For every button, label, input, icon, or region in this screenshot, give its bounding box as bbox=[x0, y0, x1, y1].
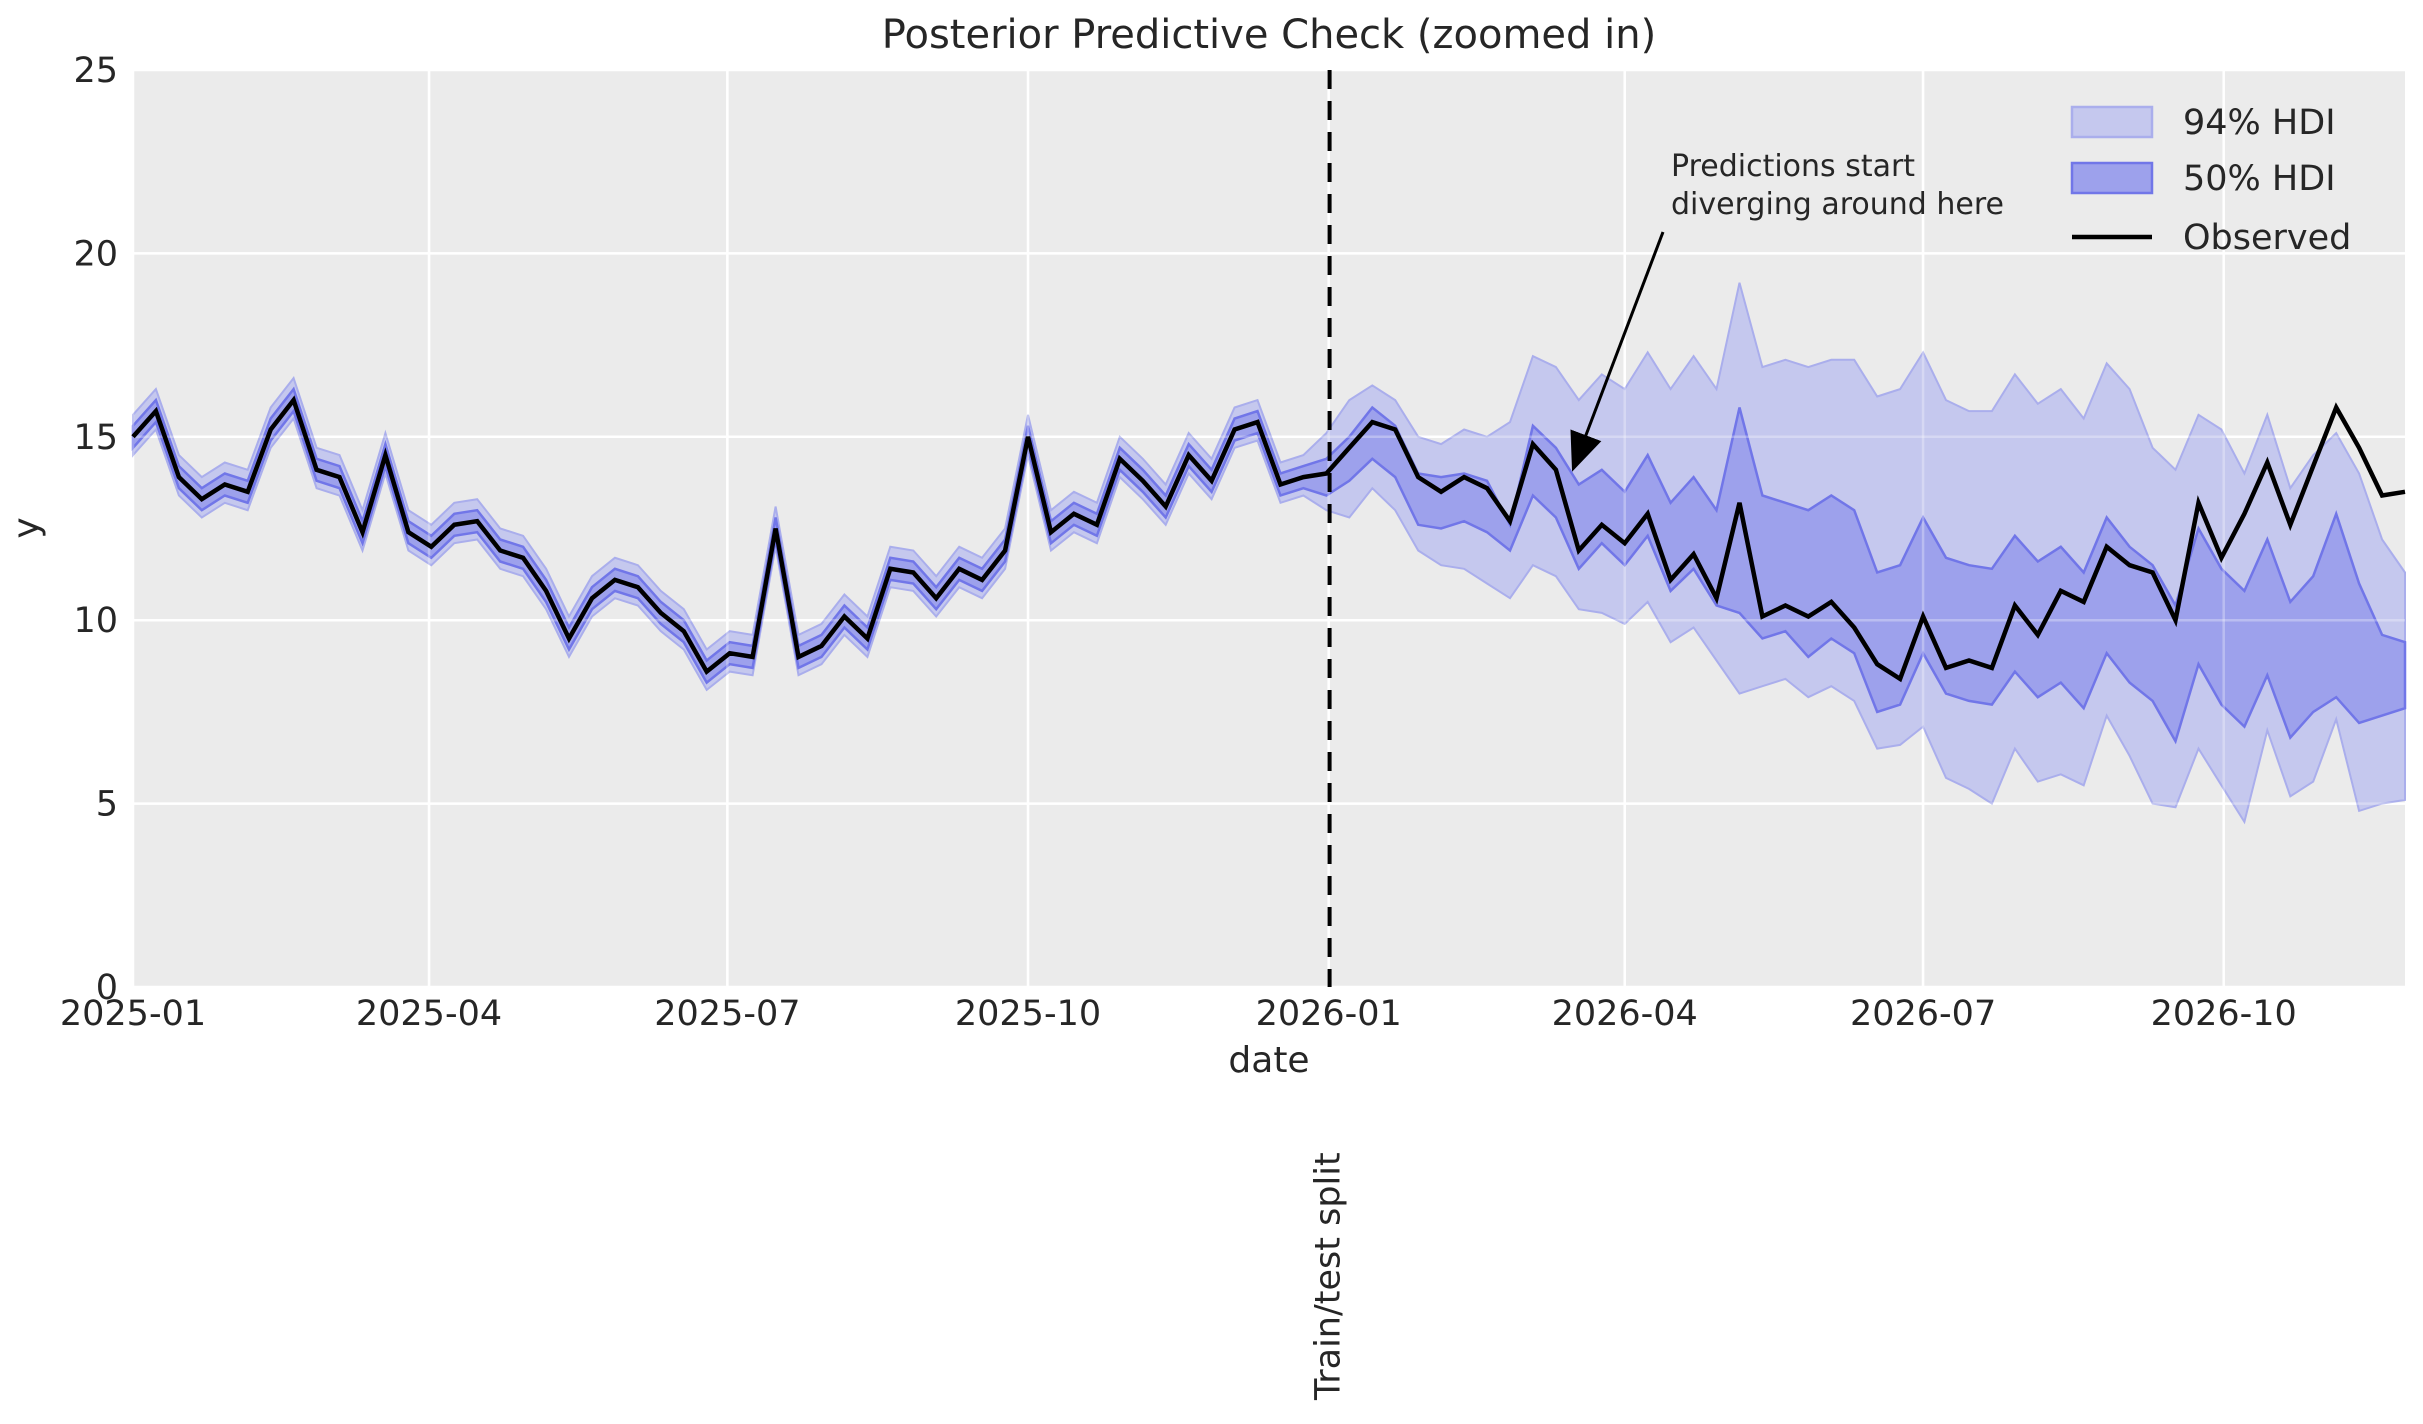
y-tick-label: 20 bbox=[73, 234, 118, 274]
x-tick-label: 2025-01 bbox=[60, 994, 206, 1034]
observed-line bbox=[131, 395, 2406, 683]
y-tick-label: 0 bbox=[96, 968, 118, 1008]
x-tick-label: 2025-04 bbox=[356, 994, 502, 1034]
legend: 94% HDI 50% HDI Observed bbox=[2070, 103, 2351, 258]
x-axis-label: date bbox=[1228, 1040, 1309, 1081]
y-tick-label: 5 bbox=[96, 785, 118, 825]
annotation: Predictions start diverging around here bbox=[1570, 149, 2004, 472]
hdi-bands bbox=[131, 282, 2407, 825]
legend-swatch-50hdi bbox=[2070, 161, 2154, 195]
y-tick-label: 25 bbox=[73, 51, 118, 91]
legend-swatch-94hdi bbox=[2070, 105, 2154, 139]
gridlines-overlay bbox=[131, 68, 2405, 989]
y-axis-tick-labels: 0 5 10 15 20 25 bbox=[73, 51, 118, 1008]
legend-label-94hdi: 94% HDI bbox=[2183, 103, 2336, 143]
y-tick-label: 10 bbox=[73, 601, 118, 641]
train-test-split-label: Train/test split bbox=[1309, 1152, 1349, 1401]
x-tick-label: 2026-10 bbox=[2151, 994, 2297, 1034]
chart-title: Posterior Predictive Check (zoomed in) bbox=[882, 12, 1656, 58]
y-tick-label: 15 bbox=[73, 418, 118, 458]
annotation-text-line1: Predictions start bbox=[1671, 149, 1915, 184]
x-tick-label: 2025-10 bbox=[955, 994, 1101, 1034]
x-axis-tick-labels: 2025-01 2025-04 2025-07 2025-10 2026-01 2026-… bbox=[60, 994, 2297, 1034]
legend-label-observed: Observed bbox=[2183, 218, 2351, 258]
y-axis-label: y bbox=[6, 517, 47, 538]
legend-label-50hdi: 50% HDI bbox=[2183, 159, 2336, 199]
x-tick-label: 2025-07 bbox=[654, 994, 800, 1034]
x-tick-label: 2026-01 bbox=[1256, 994, 1402, 1034]
hdi50-band-area bbox=[131, 386, 2407, 745]
annotation-text-line2: diverging around here bbox=[1671, 187, 2004, 222]
annotation-arrow bbox=[1570, 231, 1665, 472]
hdi94-band-area bbox=[132, 282, 2406, 825]
x-tick-label: 2026-07 bbox=[1850, 994, 1996, 1034]
x-tick-label: 2026-04 bbox=[1552, 994, 1698, 1034]
